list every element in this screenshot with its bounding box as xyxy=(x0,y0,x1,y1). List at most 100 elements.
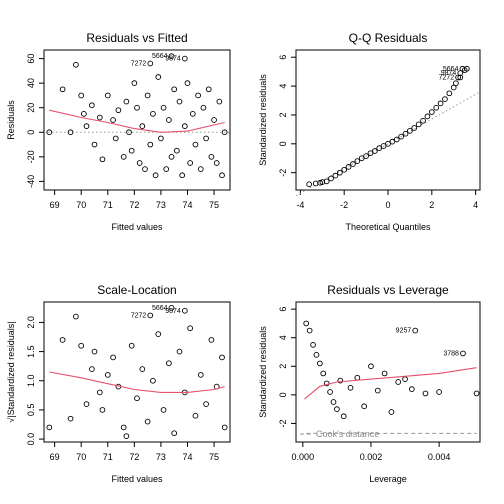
data-point xyxy=(213,160,220,166)
data-point xyxy=(340,413,347,420)
x-tick-label: 2 xyxy=(429,200,434,210)
data-point xyxy=(179,172,186,179)
data-point xyxy=(395,379,402,385)
data-point xyxy=(313,352,320,358)
data-point xyxy=(96,114,103,121)
chart-title: Residuals vs Fitted xyxy=(86,31,187,45)
y-tick-label: 20 xyxy=(26,103,36,113)
x-tick-label: 4 xyxy=(473,200,478,210)
data-point xyxy=(358,155,365,162)
y-tick-label: 1.5 xyxy=(26,345,36,358)
x-axis-label: Leverage xyxy=(369,474,407,484)
smooth-line xyxy=(49,109,225,133)
data-point xyxy=(160,104,167,111)
point-label: 5664 xyxy=(443,66,459,73)
point-label: 5664 xyxy=(152,53,168,60)
data-point xyxy=(171,430,178,437)
data-point xyxy=(221,129,228,136)
data-point xyxy=(203,135,209,142)
data-point xyxy=(327,389,333,395)
data-point xyxy=(332,172,339,179)
data-point xyxy=(166,117,172,123)
data-point xyxy=(99,407,106,413)
data-point xyxy=(189,111,196,117)
y-tick-label: 0 xyxy=(26,130,36,135)
x-tick-label: 74 xyxy=(182,200,192,210)
plot-frame xyxy=(43,301,231,443)
point-label: 7272 xyxy=(439,74,455,81)
data-point xyxy=(144,418,151,425)
data-point xyxy=(453,80,459,87)
x-tick-label: -4 xyxy=(296,200,304,210)
x-tick-label: 69 xyxy=(50,200,60,210)
data-point xyxy=(96,389,103,396)
point-label: 9874 xyxy=(165,308,181,315)
data-point xyxy=(144,92,151,99)
data-point xyxy=(205,86,212,93)
data-point xyxy=(147,141,154,148)
data-point xyxy=(407,127,413,134)
data-point xyxy=(155,74,162,80)
plot-frame xyxy=(295,301,481,443)
point-label: 7272 xyxy=(131,312,147,319)
x-tick-label: 70 xyxy=(76,452,86,462)
data-point xyxy=(381,370,388,377)
panel-0: Residuals vs Fitted 69 70 71 72 73 74 75 -40 -20 0… xyxy=(6,31,231,232)
data-point xyxy=(73,61,79,68)
x-tick-label: -2 xyxy=(340,200,348,210)
y-tick-label: 4 xyxy=(278,335,288,340)
x-tick-label: 0.000 xyxy=(292,452,315,462)
data-point xyxy=(67,415,74,422)
data-point xyxy=(46,424,53,431)
data-point xyxy=(83,123,90,129)
data-point xyxy=(91,348,98,355)
data-point xyxy=(81,111,87,117)
data-point xyxy=(345,164,352,170)
data-point xyxy=(415,121,422,128)
data-point xyxy=(409,386,415,392)
labeled-point xyxy=(460,350,466,357)
x-tick-label: 72 xyxy=(129,452,139,462)
labeled-point xyxy=(181,55,188,62)
data-point xyxy=(195,92,201,99)
data-point xyxy=(166,360,172,367)
labeled-point xyxy=(147,312,154,319)
y-axis-label: Residuals xyxy=(6,100,16,140)
data-point xyxy=(380,143,387,149)
data-point xyxy=(115,107,122,114)
point-label: 5664 xyxy=(152,305,168,312)
data-point xyxy=(171,86,178,93)
y-tick-label: 0.0 xyxy=(26,433,36,446)
data-point xyxy=(303,320,310,327)
data-point xyxy=(420,117,426,124)
data-point xyxy=(110,117,116,123)
labeled-point xyxy=(455,74,461,81)
data-point xyxy=(139,123,146,129)
data-point xyxy=(372,148,378,154)
data-point xyxy=(176,348,183,355)
smooth-line xyxy=(49,371,225,393)
x-tick-label: 71 xyxy=(103,452,113,462)
data-point xyxy=(317,360,323,367)
data-point xyxy=(91,141,98,148)
data-point xyxy=(123,98,130,105)
data-point xyxy=(120,424,127,431)
labeled-point xyxy=(412,327,419,334)
data-point xyxy=(306,181,312,188)
labeled-point xyxy=(147,60,154,67)
data-point xyxy=(181,123,188,129)
y-tick-label: 2.0 xyxy=(26,316,36,329)
data-point xyxy=(197,166,204,172)
data-point xyxy=(350,161,356,167)
data-point xyxy=(131,80,138,87)
data-point xyxy=(389,138,396,145)
data-point xyxy=(128,147,135,154)
data-point xyxy=(200,104,207,111)
labeled-point xyxy=(168,304,175,311)
data-point xyxy=(59,337,66,343)
x-tick-label: 70 xyxy=(76,200,86,210)
data-point xyxy=(150,111,156,117)
x-tick-label: 71 xyxy=(103,200,113,210)
data-point xyxy=(197,372,204,378)
